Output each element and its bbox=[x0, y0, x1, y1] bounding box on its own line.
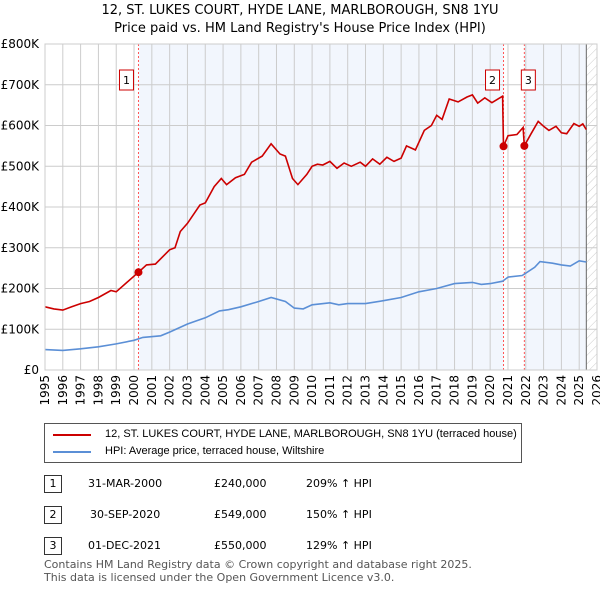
x-tick-label: 2006 bbox=[234, 375, 248, 406]
sale-marker-box bbox=[520, 69, 536, 91]
chart-title: 12, ST. LUKES COURT, HYDE LANE, MARLBORO… bbox=[101, 3, 499, 18]
footer-license: This data is licensed under the Open Gov… bbox=[44, 571, 395, 584]
sale-price: £550,000 bbox=[214, 539, 267, 552]
x-tick-label: 2003 bbox=[180, 375, 194, 406]
x-tick-label: 2004 bbox=[198, 375, 212, 406]
sale-point bbox=[520, 141, 529, 150]
sale-price: £240,000 bbox=[214, 477, 267, 490]
plot-border bbox=[44, 43, 598, 371]
x-tick-label: 1997 bbox=[74, 375, 88, 406]
x-tick-label: 2016 bbox=[412, 375, 426, 406]
x-tick-label: 1996 bbox=[56, 375, 70, 406]
legend-swatch-hpi bbox=[53, 450, 91, 453]
x-tick-label: 2026 bbox=[590, 375, 600, 406]
sale-marker-box bbox=[118, 69, 134, 91]
table-row: 1 31-MAR-2000 £240,000 209% ↑ HPI bbox=[44, 475, 444, 495]
price-paid-line bbox=[44, 93, 587, 311]
sale-hpi: 129% ↑ HPI bbox=[306, 539, 372, 552]
x-tick-label: 1998 bbox=[91, 375, 105, 406]
legend-label-price: 12, ST. LUKES COURT, HYDE LANE, MARLBORO… bbox=[105, 428, 517, 440]
y-tick-label: £400K bbox=[1, 200, 41, 214]
y-tick-label: £300K bbox=[1, 241, 41, 255]
sale-price: £549,000 bbox=[214, 508, 267, 521]
x-tick-label: 2013 bbox=[359, 375, 373, 406]
x-tick-label: 2012 bbox=[341, 375, 355, 406]
x-tick-label: 2005 bbox=[216, 375, 230, 406]
x-tick-label: 2002 bbox=[163, 375, 177, 406]
x-tick-label: 1995 bbox=[38, 375, 52, 406]
sale-marker-label: 1 bbox=[123, 74, 130, 87]
sale-marker-label: 3 bbox=[525, 74, 532, 87]
x-tick-label: 2023 bbox=[537, 375, 551, 406]
x-tick-label: 2007 bbox=[252, 375, 266, 406]
sale-marker-badge: 1 bbox=[44, 475, 62, 493]
sale-point bbox=[499, 142, 508, 151]
x-tick-label: 2009 bbox=[287, 375, 301, 406]
x-tick-label: 2025 bbox=[572, 375, 586, 406]
legend-swatch-price bbox=[53, 433, 91, 436]
sale-marker-badge: 2 bbox=[44, 506, 62, 524]
price-chart: 1995 1996 1997 1998 1999 2000 2001 2002 2003 2004… bbox=[1, 37, 600, 406]
y-tick-label: £600K bbox=[1, 119, 41, 133]
legend-label-hpi: HPI: Average price, terraced house, Wilt… bbox=[105, 445, 325, 457]
chart-subtitle: Price paid vs. HM Land Registry's House … bbox=[114, 21, 486, 36]
y-tick-label: £100K bbox=[1, 322, 41, 336]
sale-date: 01-DEC-2021 bbox=[88, 539, 162, 552]
sale-point bbox=[134, 268, 143, 277]
x-tick-label: 2017 bbox=[430, 375, 444, 406]
x-tick-label: 2011 bbox=[323, 375, 337, 406]
y-tick-label: £500K bbox=[1, 159, 41, 173]
sale-hpi: 209% ↑ HPI bbox=[306, 477, 372, 490]
x-tick-label: 1999 bbox=[109, 375, 123, 406]
x-tick-label: 2010 bbox=[305, 375, 319, 406]
sale-marker-label: 2 bbox=[489, 74, 496, 87]
hpi-line bbox=[44, 259, 587, 352]
sale-hpi: 150% ↑ HPI bbox=[306, 508, 372, 521]
x-tick-label: 2024 bbox=[554, 375, 568, 406]
y-tick-label: £800K bbox=[1, 37, 41, 51]
sale-marker-box bbox=[485, 69, 501, 91]
legend: 12, ST. LUKES COURT, HYDE LANE, MARLBORO… bbox=[44, 423, 522, 463]
footer-copyright: Contains HM Land Registry data © Crown c… bbox=[44, 558, 472, 571]
x-tick-label: 2001 bbox=[145, 375, 159, 406]
x-tick-label: 2020 bbox=[483, 375, 497, 406]
x-tick-label: 2022 bbox=[519, 375, 533, 406]
y-tick-label: £0 bbox=[24, 363, 39, 377]
x-tick-label: 2000 bbox=[127, 375, 141, 406]
x-tick-label: 2021 bbox=[501, 375, 515, 406]
x-tick-label: 2019 bbox=[465, 375, 479, 406]
table-row: 3 01-DEC-2021 £550,000 129% ↑ HPI bbox=[44, 537, 444, 557]
sale-date: 31-MAR-2000 bbox=[88, 477, 163, 490]
x-tick-label: 2008 bbox=[269, 375, 283, 406]
y-tick-label: £700K bbox=[1, 78, 41, 92]
sale-marker-badge: 3 bbox=[44, 537, 62, 555]
x-tick-label: 2018 bbox=[448, 375, 462, 406]
x-tick-label: 2015 bbox=[394, 375, 408, 406]
sale-date: 30-SEP-2020 bbox=[90, 508, 161, 521]
table-row: 2 30-SEP-2020 £549,000 150% ↑ HPI bbox=[44, 506, 444, 526]
x-tick-label: 2014 bbox=[376, 375, 390, 406]
y-tick-label: £200K bbox=[1, 282, 41, 296]
